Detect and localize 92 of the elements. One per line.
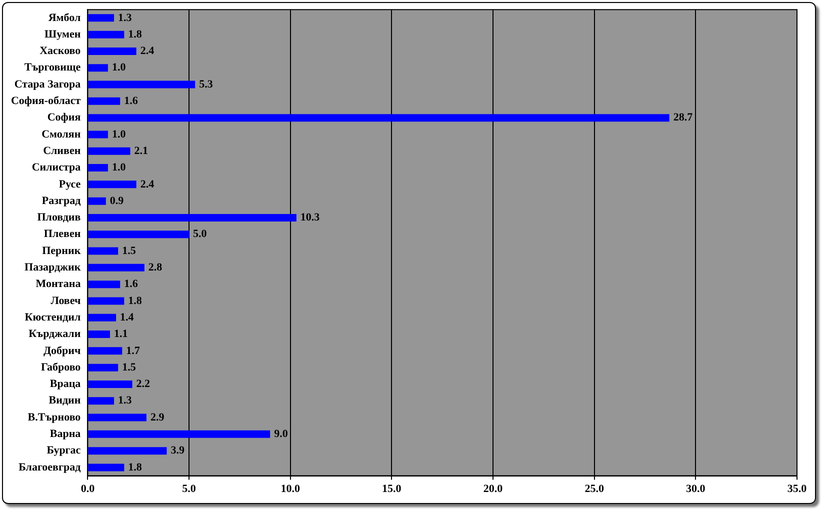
bar (88, 447, 167, 455)
data-label: 1.5 (122, 361, 136, 374)
x-tick-label: 25.0 (584, 483, 604, 496)
data-label: 2.1 (134, 144, 148, 157)
bar (88, 330, 110, 338)
bar (88, 147, 130, 155)
bar (88, 214, 296, 222)
bar (88, 314, 116, 322)
x-tick-label: 35.0 (787, 483, 808, 496)
y-tick-label: Кюстендил (24, 311, 81, 324)
data-label: 1.6 (124, 278, 138, 290)
bar (88, 397, 114, 405)
data-label: 5.3 (199, 78, 214, 90)
data-label: 2.4 (140, 45, 155, 58)
data-label: 1.1 (114, 328, 128, 340)
x-tick-label: 5.0 (182, 483, 196, 496)
data-label: 2.4 (140, 178, 155, 190)
bar (88, 197, 106, 205)
y-tick-label: Кърджали (28, 328, 82, 340)
data-label: 1.0 (112, 128, 126, 140)
bar (88, 164, 108, 172)
y-tick-label: Смолян (42, 128, 82, 140)
data-label: 1.7 (126, 344, 140, 357)
y-tick-label: Плевен (44, 228, 82, 240)
bar (88, 380, 132, 388)
bar (88, 80, 196, 88)
data-label: 1.8 (128, 461, 142, 474)
data-label: 10.3 (300, 212, 320, 224)
y-tick-label: Ямбол (48, 12, 81, 24)
data-label: 1.6 (124, 95, 138, 108)
y-tick-label: София-област (10, 95, 82, 108)
bar (88, 464, 124, 472)
y-tick-label: Пловдив (37, 212, 81, 224)
y-tick-label: В.Търново (28, 411, 82, 424)
y-tick-label: Стара Загора (14, 78, 82, 90)
y-tick-label: Перник (42, 244, 82, 257)
y-tick-label: Враца (50, 378, 82, 390)
y-tick-label: Търговище (24, 62, 81, 74)
y-tick-label: Сливен (43, 144, 82, 157)
data-label: 2.9 (150, 411, 165, 424)
data-label: 2.2 (136, 378, 151, 390)
bar (88, 430, 270, 438)
y-tick-label: София (47, 112, 81, 124)
bar (88, 264, 144, 272)
y-tick-label: Монтана (36, 278, 82, 290)
bar (88, 414, 146, 422)
bar (88, 297, 124, 305)
y-tick-label: Шумен (44, 28, 82, 40)
y-tick-label: Габрово (40, 361, 82, 374)
bar (88, 47, 136, 55)
y-tick-label: Хасково (40, 45, 82, 58)
bar (88, 230, 190, 238)
y-tick-label: Благоевград (18, 461, 82, 474)
x-tick-label: 20.0 (483, 483, 504, 496)
y-tick-label: Пазарджик (24, 262, 82, 274)
y-tick-label: Добрич (43, 344, 81, 357)
y-tick-label: Русе (58, 178, 81, 190)
y-tick-label: Варна (50, 428, 82, 440)
x-tick-label: 0.0 (80, 483, 96, 496)
bar (88, 247, 118, 255)
bar (88, 347, 122, 355)
data-label: 3.9 (170, 444, 185, 457)
bar (88, 64, 108, 72)
data-label: 1.3 (118, 12, 132, 24)
y-tick-label: Силистра (32, 162, 82, 174)
data-label: 28.7 (673, 112, 694, 124)
y-tick-label: Ловеч (50, 294, 81, 307)
data-label: 1.0 (112, 162, 126, 174)
data-label: 1.0 (112, 62, 126, 74)
bar (88, 130, 108, 138)
bar (88, 30, 124, 38)
bar (88, 14, 114, 22)
bar (88, 280, 120, 288)
bar (88, 180, 136, 188)
data-label: 1.8 (128, 294, 142, 307)
x-tick-label: 15.0 (382, 483, 402, 496)
x-tick-label: 30.0 (686, 483, 706, 496)
data-label: 5.0 (193, 228, 208, 240)
y-tick-label: Видин (48, 394, 82, 407)
bar (88, 114, 670, 122)
data-label: 1.5 (122, 244, 136, 257)
data-label: 1.8 (128, 28, 142, 40)
y-tick-label: Разград (42, 194, 82, 207)
data-label: 2.8 (148, 262, 163, 274)
x-tick-label: 10.0 (280, 483, 300, 496)
data-label: 1.4 (120, 311, 134, 324)
data-label: 0.9 (110, 194, 124, 207)
data-label: 9.0 (274, 428, 288, 440)
bar (88, 97, 120, 105)
data-label: 1.3 (118, 394, 132, 407)
bar (88, 364, 118, 372)
y-tick-label: Бургас (46, 444, 81, 457)
